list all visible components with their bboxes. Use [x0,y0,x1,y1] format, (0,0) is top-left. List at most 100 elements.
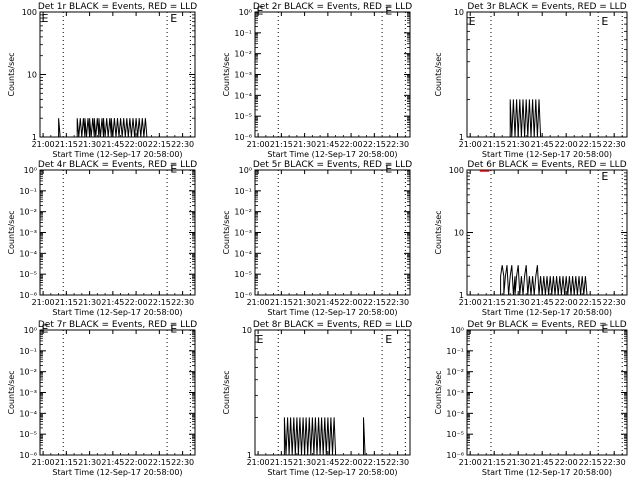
y-axis-label: Counts/sec [7,210,16,254]
x-tick-label: 21:45 [101,458,124,467]
x-axis-label: Start Time (12-Sep-17 20:58:00) [52,150,182,159]
y-tick-label: 10⁻⁵ [19,270,37,279]
x-tick-label: 21:15 [483,298,506,307]
y-tick-label: 10⁻³ [234,229,252,238]
y-tick-label: 10⁻⁵ [234,270,252,279]
e-marker: E [601,322,608,335]
x-tick-label: 21:15 [55,458,78,467]
x-axis-label: Start Time (12-Sep-17 20:58:00) [482,468,612,477]
x-tick-label: 22:30 [386,298,409,307]
x-tick-label: 22:30 [171,140,194,149]
x-tick-label: 21:45 [101,298,124,307]
y-tick-label: 10⁰ [239,8,252,17]
x-tick-label: 22:15 [363,298,386,307]
x-tick-label: 21:00 [247,140,270,149]
y-tick-label: 10⁻² [446,368,464,377]
plot-frame [466,329,628,456]
x-tick-label: 21:30 [293,140,316,149]
events-series [500,265,588,296]
y-axis-label: Counts/sec [7,370,16,414]
e-marker: E [170,162,177,175]
panel-title: Det 1r BLACK = Events, RED = LLD [38,2,197,12]
y-tick-label: 10⁻³ [234,71,252,80]
panel-title: Det 3r BLACK = Events, RED = LLD [467,2,626,12]
x-tick-label: 21:00 [247,458,270,467]
panel-title: Det 4r BLACK = Events, RED = LLD [38,160,197,170]
x-tick-label: 22:15 [148,458,171,467]
x-tick-label: 21:00 [32,298,55,307]
e-marker: E [469,15,476,28]
y-tick-label: 10⁻⁵ [234,112,252,121]
y-tick-label: 10⁻⁶ [234,133,252,142]
x-tick-label: 22:30 [171,298,194,307]
x-tick-label: 21:30 [78,298,101,307]
y-tick-label: 1 [459,291,464,300]
y-tick-label: 10⁻² [19,368,37,377]
x-axis-label: Start Time (12-Sep-17 20:58:00) [482,150,612,159]
e-marker: E [170,12,177,25]
y-tick-label: 10⁻⁶ [19,291,37,300]
y-tick-label: 10⁻¹ [234,187,252,196]
panel-title: Det 6r BLACK = Events, RED = LLD [467,160,626,170]
y-tick-label: 1 [32,133,37,142]
x-tick-label: 22:15 [579,140,602,149]
plot-frame [254,169,411,296]
y-tick-label: 10⁻⁶ [234,291,252,300]
y-tick-label: 10⁻¹ [19,187,37,196]
y-tick-label: 1 [247,451,252,460]
e-marker: E [385,162,392,175]
e-marker: E [42,322,49,335]
x-axis-label: Start Time (12-Sep-17 20:58:00) [267,150,397,159]
x-tick-label: 21:30 [78,140,101,149]
e-marker: E [257,333,264,346]
x-axis-label: Start Time (12-Sep-17 20:58:00) [267,308,397,317]
y-tick-label: 10⁰ [24,326,37,335]
x-tick-label: 21:45 [316,298,339,307]
x-tick-label: 21:00 [459,458,482,467]
panel-det-4: Det 4r BLACK = Events, RED = LLD 21:00 21:… [7,160,197,317]
y-tick-label: 10⁰ [24,166,37,175]
panel-title: Det 8r BLACK = Events, RED = LLD [253,320,412,330]
y-tick-label: 10⁻⁵ [19,430,37,439]
y-tick-label: 10⁻⁴ [19,409,37,418]
e-marker: E [170,322,177,335]
x-tick-label: 21:45 [316,458,339,467]
y-axis-label: Counts/sec [222,370,231,414]
x-tick-label: 22:30 [603,458,626,467]
x-tick-label: 22:15 [148,298,171,307]
y-tick-label: 10⁻⁵ [446,430,464,439]
x-tick-label: 22:30 [386,458,409,467]
x-tick-label: 22:30 [386,140,409,149]
x-tick-label: 22:00 [555,298,578,307]
y-tick-label: 10⁻³ [446,389,464,398]
x-tick-label: 21:45 [531,458,554,467]
x-tick-label: 22:00 [125,458,148,467]
y-tick-label: 10⁻⁴ [446,409,464,418]
x-tick-label: 21:45 [101,140,124,149]
x-tick-label: 22:00 [555,458,578,467]
x-tick-label: 21:45 [316,140,339,149]
e-marker: E [385,4,392,17]
x-tick-label: 22:30 [603,140,626,149]
y-tick-label: 10⁻¹ [234,29,252,38]
x-tick-label: 21:15 [55,140,78,149]
y-tick-label: 10 [454,8,464,17]
x-tick-label: 21:15 [483,458,506,467]
y-tick-label: 10⁻⁴ [234,91,252,100]
x-tick-label: 22:30 [171,458,194,467]
x-tick-label: 22:30 [603,298,626,307]
x-tick-label: 21:00 [247,298,270,307]
y-tick-label: 100 [449,166,464,175]
x-tick-label: 21:30 [507,140,530,149]
y-tick-label: 10⁻³ [19,389,37,398]
plot-frame [254,11,411,138]
y-tick-label: 100 [22,8,37,17]
x-tick-label: 22:15 [579,458,602,467]
x-tick-label: 21:15 [270,298,293,307]
x-tick-label: 22:15 [363,140,386,149]
panel-title: Det 9r BLACK = Events, RED = LLD [467,320,626,330]
